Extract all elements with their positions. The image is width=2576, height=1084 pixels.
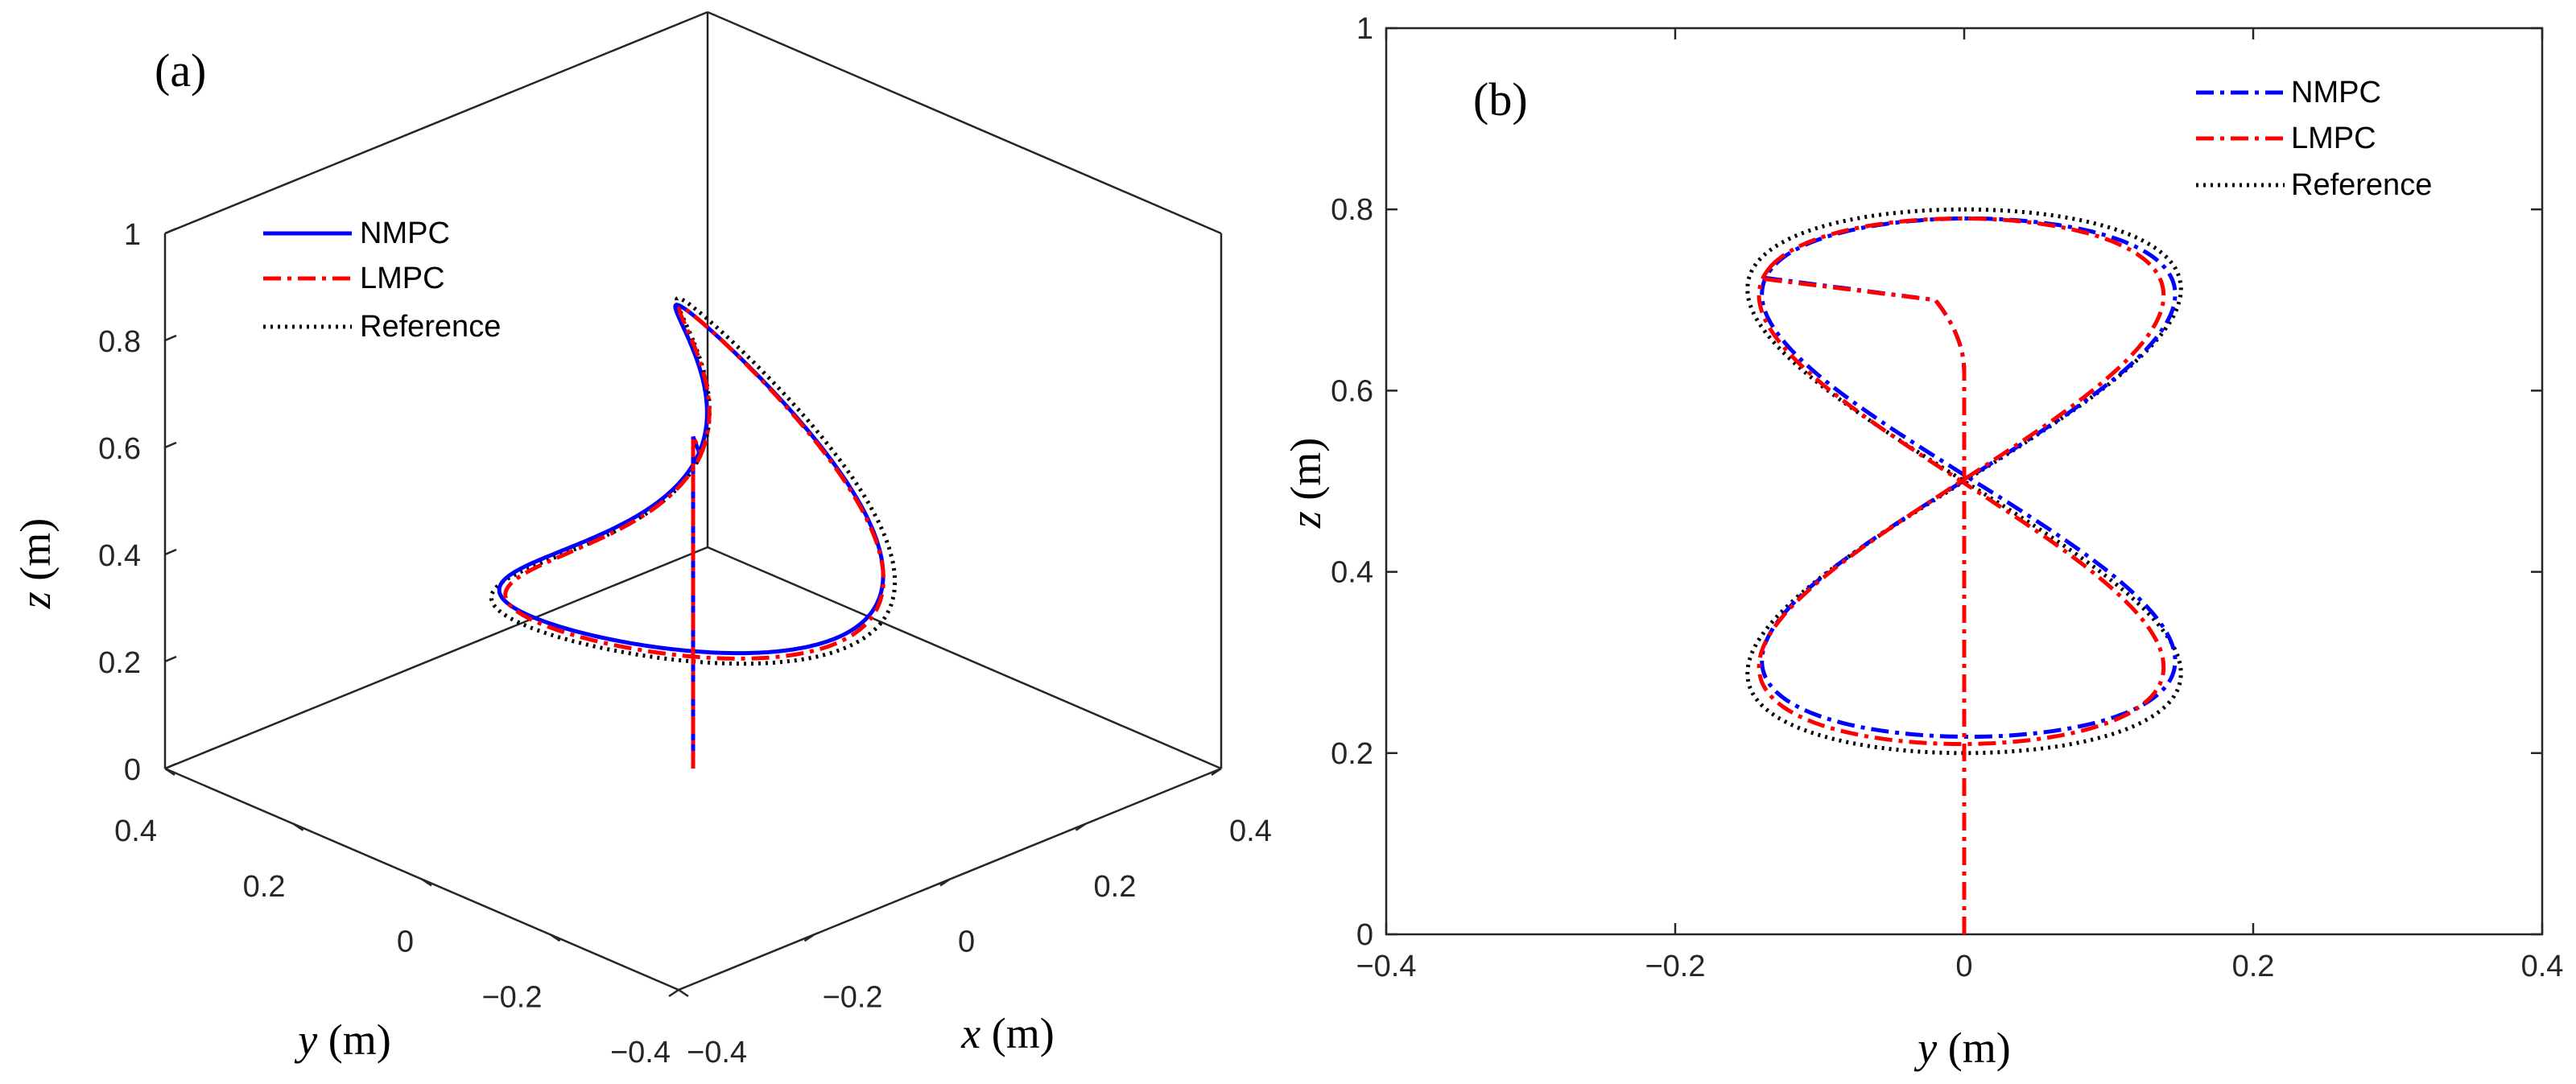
panel-a-z-axis-title: z (m) bbox=[11, 518, 60, 609]
panel-b-x-tick-label: −0.2 bbox=[1645, 950, 1705, 983]
panel-a-z-tick-label: 0.4 bbox=[98, 539, 141, 573]
panel-a-tick-labels: 0 0.2 0.4 0.6 0.8 1 −0.4 −0.2 0 0.2 0.4 −0.4 −0.2 0 0.… bbox=[98, 218, 1272, 1070]
panel-a-top-edge bbox=[164, 10, 708, 235]
panel-b-y-tick-label: 0.8 bbox=[1331, 193, 1373, 227]
panel-a-x-tick-label: −0.4 bbox=[687, 1036, 747, 1070]
legend-a-reference-label: Reference bbox=[360, 310, 501, 344]
panel-b-y-tick-label: 0.6 bbox=[1331, 374, 1373, 408]
panel-a-y-tick-label: −0.4 bbox=[610, 1036, 671, 1070]
panel-a-x-tick-mark bbox=[668, 988, 679, 998]
panel-a-x-tick-mark bbox=[1211, 767, 1222, 777]
panel-b-series-lmpc bbox=[1757, 216, 2166, 934]
panel-b-legend: NMPC LMPC Reference bbox=[2196, 76, 2432, 202]
legend-b-nmpc-label: NMPC bbox=[2291, 76, 2381, 109]
panel-a-x-tick-label: −0.2 bbox=[823, 980, 883, 1014]
panel-a-z-tick-label: 1 bbox=[124, 218, 141, 252]
panel-a-x-tick-mark bbox=[1075, 822, 1087, 831]
panel-a-x-tick-label: 0 bbox=[958, 925, 975, 959]
panel-a-z-tick-label: 0.2 bbox=[98, 646, 141, 680]
panel-a-z-tick-label: 0.6 bbox=[98, 432, 141, 466]
panel-a-z-tick-mark bbox=[164, 334, 177, 342]
panel-b-x-axis-title: y (m) bbox=[1913, 1024, 2010, 1072]
panel-a-y-axis-title: y (m) bbox=[294, 1016, 390, 1064]
panel-a-x-axis-title: x (m) bbox=[960, 1009, 1054, 1057]
panel-a-y-tick-mark bbox=[678, 988, 689, 998]
panel-a-y-tick-mark bbox=[421, 878, 432, 887]
panel-a-x-tick-mark bbox=[939, 878, 951, 887]
panel-a-top-edge bbox=[707, 10, 1222, 235]
legend-b-lmpc-label: LMPC bbox=[2291, 122, 2376, 155]
panel-a-legend: NMPC LMPC Reference bbox=[263, 216, 501, 344]
panel-b-y-tick-label: 0.4 bbox=[1331, 556, 1373, 590]
panel-b-x-tick-label: 0 bbox=[1955, 950, 1972, 983]
panel-b-2d-plot: −0.4 −0.2 0 0.2 0.4 0 0.2 0.4 0.6 0.8 1 (b) NMPC L… bbox=[1282, 12, 2563, 1072]
panel-a-series bbox=[489, 295, 898, 769]
panel-b-x-tick-label: −0.4 bbox=[1356, 950, 1416, 983]
panel-a-floor-back-edge bbox=[164, 546, 708, 770]
panel-a-y-tick-mark bbox=[164, 767, 175, 777]
panel-a-y-tick-mark bbox=[292, 822, 304, 831]
legend-a-lmpc-label: LMPC bbox=[360, 262, 445, 295]
panel-b-y-tick-label: 0.2 bbox=[1331, 737, 1373, 771]
panel-a-axes-box bbox=[163, 10, 1223, 991]
panel-a-x-tick-label: 0.4 bbox=[1229, 814, 1272, 848]
panel-a-y-tick-label: 0 bbox=[397, 925, 414, 959]
panel-a-z-tick-mark bbox=[164, 655, 177, 663]
panel-a-y-tick-label: 0.4 bbox=[114, 814, 157, 848]
panel-a-z-tick-label: 0 bbox=[124, 753, 141, 787]
panel-b-y-tick-label: 1 bbox=[1356, 12, 1373, 46]
panel-a-z-tick-mark bbox=[164, 762, 177, 770]
panel-b-series bbox=[1745, 207, 2183, 934]
panel-a-label: (a) bbox=[155, 44, 206, 97]
panel-a-z-tick-mark bbox=[164, 548, 177, 556]
panel-a-series-lmpc bbox=[503, 305, 886, 769]
panel-a-x-tick-label: 0.2 bbox=[1094, 870, 1137, 904]
panel-a-y-tick-label: 0.2 bbox=[243, 870, 286, 904]
panel-a-z-tick-label: 0.8 bbox=[98, 325, 141, 359]
panel-b-y-axis-title: z (m) bbox=[1282, 438, 1330, 529]
panel-b-label: (b) bbox=[1473, 73, 1528, 126]
panel-b-y-tick-label: 0 bbox=[1356, 918, 1373, 952]
panel-b-ticks: −0.4 −0.2 0 0.2 0.4 0 0.2 0.4 0.6 0.8 1 bbox=[1331, 12, 2563, 983]
panel-a-3d-plot: 0 0.2 0.4 0.6 0.8 1 −0.4 −0.2 0 0.2 0.4 −0.4 −0.2 0 0.… bbox=[11, 10, 1272, 1070]
panel-a-y-tick-mark bbox=[549, 934, 561, 942]
panel-a-z-tick-mark bbox=[164, 227, 177, 235]
legend-a-nmpc-label: NMPC bbox=[360, 216, 450, 250]
panel-a-y-tick-label: −0.2 bbox=[481, 980, 542, 1014]
panel-b-x-tick-label: 0.2 bbox=[2232, 950, 2275, 983]
panel-a-series-reference bbox=[489, 295, 898, 666]
legend-b-reference-label: Reference bbox=[2291, 168, 2432, 202]
panel-a-x-tick-mark bbox=[803, 934, 815, 942]
panel-a-floor-back-edge bbox=[707, 546, 1222, 770]
panel-a-z-tick-mark bbox=[164, 441, 177, 449]
panel-b-x-tick-label: 0.4 bbox=[2521, 950, 2564, 983]
